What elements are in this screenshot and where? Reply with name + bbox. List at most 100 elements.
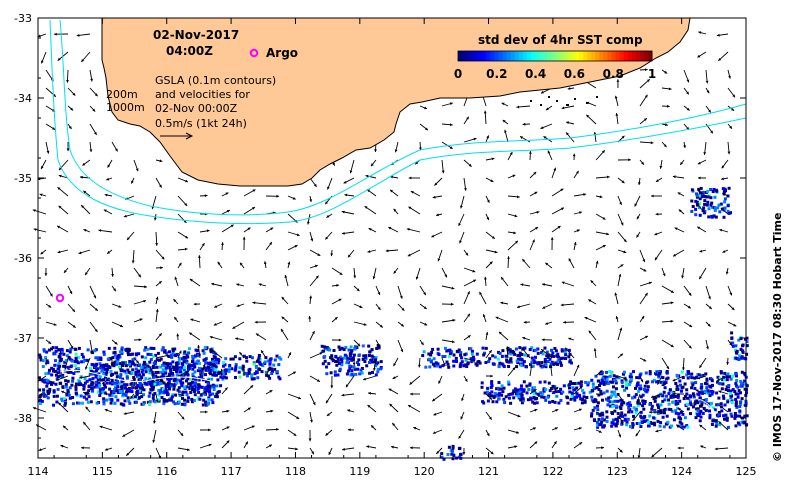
velocity-arrow bbox=[718, 420, 729, 431]
sst-pixel bbox=[667, 398, 670, 402]
sst-pixel bbox=[205, 389, 209, 393]
velocity-arrow bbox=[617, 353, 624, 359]
sst-pixel bbox=[358, 372, 362, 376]
sst-pixel bbox=[130, 389, 133, 393]
sst-pixel bbox=[693, 376, 697, 380]
sst-pixel bbox=[212, 388, 216, 391]
velocity-arrow bbox=[432, 195, 443, 199]
sst-pixel bbox=[460, 360, 464, 364]
sst-pixel bbox=[116, 357, 120, 361]
sst-pixel bbox=[661, 399, 665, 403]
sst-pixel bbox=[739, 347, 743, 351]
sst-pixel bbox=[368, 361, 371, 364]
sst-pixel bbox=[534, 348, 538, 352]
sst-pixel bbox=[82, 387, 86, 391]
velocity-arrow bbox=[573, 193, 587, 197]
colorbar-swatch bbox=[575, 51, 580, 61]
sst-pixel bbox=[708, 413, 712, 417]
velocity-arrow bbox=[677, 407, 685, 413]
velocity-arrow bbox=[551, 386, 559, 395]
sst-pixel bbox=[561, 390, 565, 394]
sst-pixel bbox=[490, 382, 494, 386]
sst-pixel bbox=[337, 345, 341, 349]
velocity-arrow bbox=[639, 267, 647, 272]
velocity-arrow bbox=[551, 207, 565, 215]
velocity-arrow bbox=[173, 316, 179, 323]
sst-pixel bbox=[533, 401, 537, 405]
sst-pixel bbox=[211, 383, 215, 387]
velocity-arrow bbox=[61, 390, 69, 395]
sst-pixel bbox=[146, 364, 150, 368]
sst-pixel bbox=[46, 361, 50, 365]
sst-pixel bbox=[187, 363, 191, 367]
velocity-arrow bbox=[45, 123, 56, 131]
velocity-arrow bbox=[483, 110, 487, 125]
sst-pixel bbox=[640, 416, 644, 420]
velocity-arrow bbox=[341, 231, 355, 235]
sst-pixel bbox=[197, 396, 200, 399]
sst-pixel bbox=[273, 358, 277, 362]
sst-pixel bbox=[638, 373, 642, 377]
legend-title: std dev of 4hr SST comp bbox=[478, 33, 643, 47]
sst-pixel bbox=[734, 424, 738, 428]
sst-pixel bbox=[201, 372, 205, 376]
sst-pixel bbox=[139, 378, 143, 382]
sst-pixel bbox=[590, 395, 594, 399]
sst-pixel bbox=[77, 401, 81, 405]
sst-pixel bbox=[116, 360, 120, 364]
sst-pixel bbox=[204, 368, 208, 372]
sst-pixel bbox=[741, 350, 745, 354]
sst-pixel bbox=[663, 411, 666, 415]
sst-pixel bbox=[374, 364, 378, 368]
sst-pixel bbox=[703, 389, 707, 393]
sst-pixel bbox=[678, 379, 682, 383]
sst-pixel bbox=[739, 391, 742, 395]
sst-pixel bbox=[142, 388, 146, 392]
sst-pixel bbox=[475, 363, 479, 367]
velocity-arrow bbox=[547, 150, 553, 161]
sst-pixel bbox=[540, 395, 544, 399]
velocity-arrow bbox=[463, 334, 471, 341]
sst-pixel bbox=[603, 375, 607, 379]
sst-pixel bbox=[497, 397, 501, 401]
sst-pixel bbox=[568, 386, 571, 390]
sst-pixel bbox=[213, 364, 217, 368]
sst-pixel bbox=[148, 360, 152, 364]
sst-pixel bbox=[723, 187, 727, 191]
sst-pixel bbox=[620, 403, 624, 407]
sst-pixel bbox=[623, 388, 627, 392]
sst-pixel bbox=[139, 386, 142, 390]
velocity-arrow bbox=[482, 313, 487, 323]
sst-pixel bbox=[62, 364, 66, 368]
velocity-arrow bbox=[353, 303, 363, 309]
sst-pixel bbox=[90, 384, 94, 388]
sst-pixel bbox=[591, 385, 595, 389]
sst-pixel bbox=[689, 412, 692, 416]
sst-pixel bbox=[544, 363, 548, 367]
velocity-arrow bbox=[89, 69, 93, 82]
velocity-arrow bbox=[679, 159, 685, 166]
velocity-arrow bbox=[352, 357, 356, 366]
sst-pixel bbox=[561, 356, 565, 360]
sst-pixel bbox=[171, 393, 175, 397]
velocity-arrow bbox=[37, 375, 47, 382]
velocity-arrow bbox=[549, 365, 553, 377]
sst-pixel bbox=[360, 367, 364, 370]
sst-pixel bbox=[215, 395, 219, 399]
velocity-arrow bbox=[661, 141, 667, 148]
velocity-arrow bbox=[408, 176, 420, 180]
sst-pixel bbox=[526, 398, 530, 402]
sst-pixel bbox=[149, 346, 153, 350]
sst-pixel bbox=[698, 206, 701, 210]
sst-pixel bbox=[741, 344, 744, 348]
velocity-arrow bbox=[372, 267, 377, 280]
sst-pixel bbox=[724, 413, 728, 417]
sst-pixel bbox=[189, 391, 193, 394]
sst-pixel bbox=[247, 370, 251, 374]
sst-pixel bbox=[183, 350, 187, 354]
sst-pixel bbox=[740, 397, 744, 401]
sst-pixel bbox=[721, 382, 725, 386]
sst-pixel bbox=[690, 209, 694, 213]
velocity-arrow bbox=[617, 195, 622, 206]
sst-pixel bbox=[208, 386, 212, 390]
